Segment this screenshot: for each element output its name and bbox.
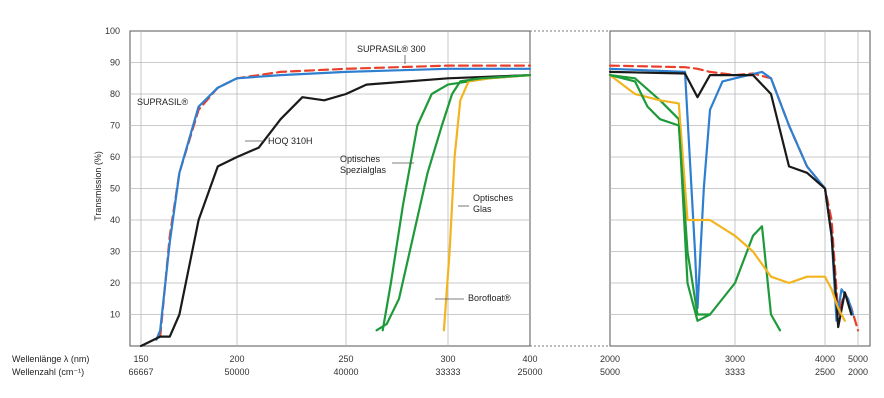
x-tick-label-cm: 50000 bbox=[224, 367, 249, 377]
series-line bbox=[608, 74, 712, 316]
x-tick-label-nm: 3000 bbox=[725, 354, 745, 364]
x-tick-label-cm: 3333 bbox=[725, 367, 745, 377]
y-tick-label: 80 bbox=[110, 89, 120, 99]
x-axis-title-nm: Wellenlänge λ (nm) bbox=[12, 354, 89, 364]
y-axis-title: Transmission (%) bbox=[93, 151, 103, 221]
y-tick-label: 60 bbox=[110, 152, 120, 162]
x-tick-label-cm: 2500 bbox=[815, 367, 835, 377]
x-tick-label-cm: 2000 bbox=[848, 367, 868, 377]
x-tick-label-nm: 2000 bbox=[600, 354, 620, 364]
series-line bbox=[375, 74, 532, 332]
y-tick-label: 40 bbox=[110, 215, 120, 225]
annotation-hoq-310h: HOQ 310H bbox=[268, 136, 313, 146]
tick-layer: 10 20 30 40 50 60 70 80 90 100 150 66667 200 50000 250… bbox=[105, 26, 868, 377]
x-axis-title-cm: Wellenzahl (cm⁻¹) bbox=[12, 367, 84, 377]
grid-layer bbox=[129, 30, 871, 347]
x-tick-label-nm: 5000 bbox=[848, 354, 868, 364]
y-tick-label: 10 bbox=[110, 310, 120, 320]
x-tick-label-nm: 150 bbox=[133, 354, 148, 364]
series-layer bbox=[139, 64, 860, 348]
x-tick-label-nm: 250 bbox=[338, 354, 353, 364]
x-tick-label-cm: 5000 bbox=[600, 367, 620, 377]
x-tick-label-nm: 200 bbox=[229, 354, 244, 364]
annotation-borofloat: Borofloat® bbox=[468, 293, 511, 303]
y-tick-label: 70 bbox=[110, 121, 120, 131]
series-line bbox=[139, 74, 532, 348]
annotation-suprasil-300: SUPRASIL® 300 bbox=[357, 44, 426, 54]
x-tick-label-nm: 300 bbox=[440, 354, 455, 364]
x-tick-label-cm: 40000 bbox=[333, 367, 358, 377]
annotation-suprasil: SUPRASIL® bbox=[137, 97, 189, 107]
y-tick-label: 100 bbox=[105, 26, 120, 36]
annotation-spezialglas: Optisches Spezialglas bbox=[340, 154, 387, 175]
x-tick-label-cm: 25000 bbox=[517, 367, 542, 377]
series-line bbox=[608, 70, 853, 329]
y-tick-label: 20 bbox=[110, 278, 120, 288]
x-tick-label-cm: 66667 bbox=[128, 367, 153, 377]
x-tick-label-nm: 400 bbox=[522, 354, 537, 364]
series-line bbox=[608, 74, 782, 332]
x-tick-label-nm: 4000 bbox=[815, 354, 835, 364]
series-line bbox=[608, 74, 846, 322]
annotation-optisches-glas: Optisches Glas bbox=[473, 193, 516, 214]
series-line bbox=[155, 67, 532, 341]
y-tick-label: 30 bbox=[110, 247, 120, 257]
y-tick-label: 90 bbox=[110, 58, 120, 68]
y-tick-label: 50 bbox=[110, 184, 120, 194]
x-tick-label-cm: 33333 bbox=[435, 367, 460, 377]
